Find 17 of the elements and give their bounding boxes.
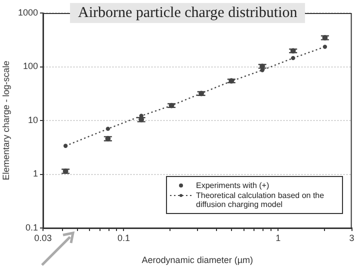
y-axis-title: Elementary charge - log-scale	[0, 60, 11, 180]
x-tick-label: 1	[276, 232, 281, 243]
y-tick-label: 100	[22, 61, 38, 72]
legend-label: Theoretical calculation based on the diffusion charging model	[196, 191, 326, 209]
y-tick-label: 0.1	[25, 222, 38, 232]
point	[290, 56, 296, 60]
x-tick-label: 3	[349, 232, 354, 243]
chart-title: Airborne particle charge distribution	[70, 3, 306, 23]
point	[322, 44, 328, 49]
x-tick-label: 0.03	[34, 232, 52, 243]
x-axis-title: Aerodynamic diameter (µm)	[142, 255, 254, 266]
y-tick-label: 10	[28, 114, 38, 125]
x-tick-label: 0.1	[117, 232, 130, 243]
y-tick-label: 1	[32, 168, 38, 179]
legend-label: Experiments with (+)	[196, 181, 270, 190]
y-tick-label: 1000	[18, 7, 38, 18]
point	[106, 126, 110, 131]
